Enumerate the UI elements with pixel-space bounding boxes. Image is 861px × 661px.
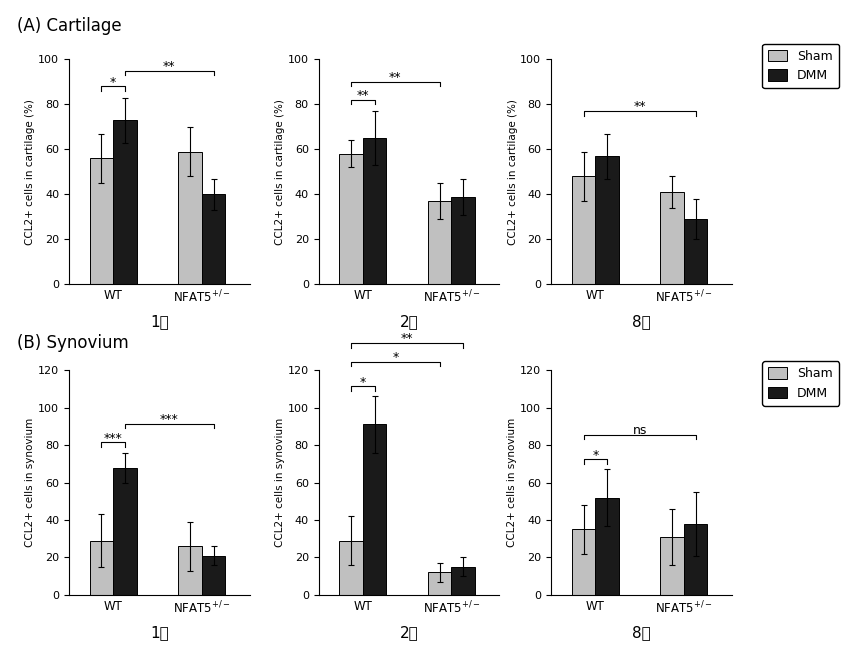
Text: ns: ns xyxy=(633,424,647,437)
Y-axis label: CCL2+ cells in synovium: CCL2+ cells in synovium xyxy=(275,418,285,547)
Y-axis label: CCL2+ cells in synovium: CCL2+ cells in synovium xyxy=(25,418,35,547)
X-axis label: 8주: 8주 xyxy=(632,314,651,329)
Y-axis label: CCL2+ cells in synovium: CCL2+ cells in synovium xyxy=(507,418,517,547)
Text: **: ** xyxy=(163,60,176,73)
Bar xyxy=(660,537,684,595)
Text: *: * xyxy=(393,351,399,364)
Bar xyxy=(113,467,137,595)
Bar xyxy=(113,120,137,284)
Bar xyxy=(362,424,387,595)
Bar xyxy=(90,159,113,284)
X-axis label: 2주: 2주 xyxy=(400,314,418,329)
Bar xyxy=(90,541,113,595)
Text: *: * xyxy=(592,449,598,461)
Legend: Sham, DMM: Sham, DMM xyxy=(762,361,839,406)
Text: *: * xyxy=(110,76,116,89)
Bar xyxy=(572,529,595,595)
Bar xyxy=(684,219,708,284)
Text: ***: *** xyxy=(104,432,122,445)
Bar xyxy=(572,176,595,284)
Bar xyxy=(178,151,201,284)
Bar xyxy=(595,156,619,284)
Bar xyxy=(684,524,708,595)
Text: *: * xyxy=(360,375,366,389)
Bar xyxy=(595,498,619,595)
Text: **: ** xyxy=(634,100,646,114)
Bar xyxy=(339,541,362,595)
Bar xyxy=(660,192,684,284)
X-axis label: 1주: 1주 xyxy=(150,314,169,329)
Text: **: ** xyxy=(401,332,413,346)
Bar xyxy=(451,196,475,284)
Y-axis label: CCL2+ cells in cartilage (%): CCL2+ cells in cartilage (%) xyxy=(275,99,285,245)
Text: **: ** xyxy=(356,89,369,102)
Text: **: ** xyxy=(389,71,401,84)
Bar xyxy=(428,572,451,595)
X-axis label: 1주: 1주 xyxy=(150,625,169,640)
Bar xyxy=(201,555,226,595)
Bar xyxy=(362,138,387,284)
Bar xyxy=(339,154,362,284)
Bar xyxy=(428,201,451,284)
X-axis label: 2주: 2주 xyxy=(400,625,418,640)
X-axis label: 8주: 8주 xyxy=(632,625,651,640)
Text: (B) Synovium: (B) Synovium xyxy=(17,334,129,352)
Y-axis label: CCL2+ cells in cartilage (%): CCL2+ cells in cartilage (%) xyxy=(25,99,35,245)
Y-axis label: CCL2+ cells in cartilage (%): CCL2+ cells in cartilage (%) xyxy=(507,99,517,245)
Text: ***: *** xyxy=(160,413,178,426)
Bar xyxy=(451,566,475,595)
Text: (A) Cartilage: (A) Cartilage xyxy=(17,17,122,34)
Bar xyxy=(201,194,226,284)
Legend: Sham, DMM: Sham, DMM xyxy=(762,44,839,89)
Bar xyxy=(178,546,201,595)
